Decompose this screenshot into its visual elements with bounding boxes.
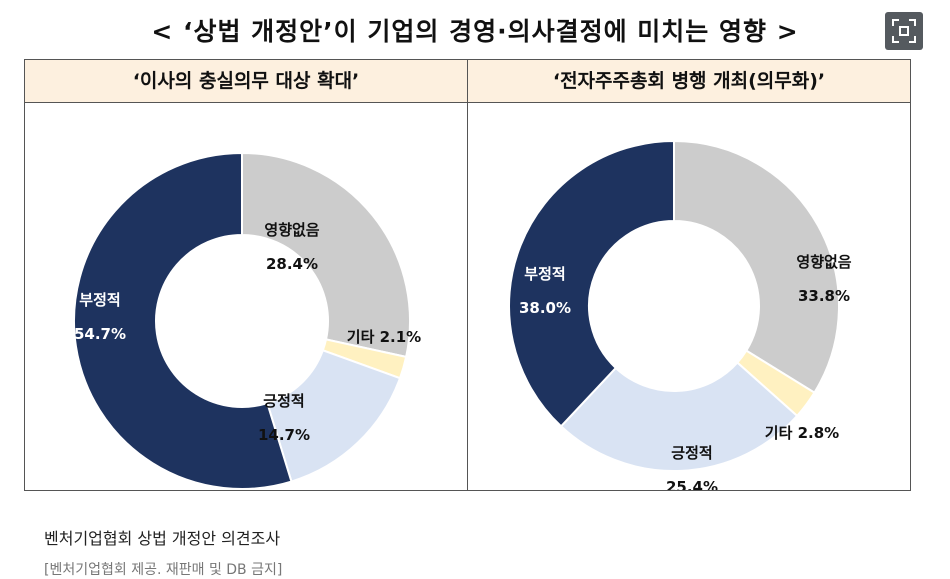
- credit: [벤처기업협회 제공. 재판매 및 DB 금지]: [44, 562, 283, 578]
- label-negative: 부정적: [524, 265, 565, 283]
- chart-title: < ‘상법 개정안’이 기업의 경영·의사결정에 미치는 영향 >: [151, 17, 799, 46]
- chart-panel-left: ‘이사의 충실의무 대상 확대’ 영향없음 28.4% 기타 2.1% 긍정적 14.7…: [24, 59, 468, 491]
- label-negative: 부정적: [79, 291, 120, 309]
- donut-chart-right: 영향없음 33.8% 기타 2.8% 긍정적 25.4% 부정적 38.0%: [508, 139, 852, 490]
- expand-button[interactable]: [885, 12, 923, 50]
- label-other: 기타 2.1%: [347, 328, 421, 346]
- slice-no-effect: [241, 151, 411, 359]
- value-positive: 25.4%: [666, 478, 718, 490]
- value-no-effect: 33.8%: [798, 287, 850, 305]
- caption: 벤처기업협회 상법 개정안 의견조사: [44, 529, 281, 548]
- panel-title-right: ‘전자주주총회 병행 개최(의무화)’: [468, 60, 910, 103]
- label-no-effect: 영향없음: [264, 221, 319, 239]
- chart-panel-right: ‘전자주주총회 병행 개최(의무화)’ 영향없음 33.8% 기타 2.8% 긍정적 2…: [467, 59, 911, 491]
- label-positive: 긍정적: [671, 444, 712, 462]
- slice-negative: [73, 151, 293, 490]
- value-negative: 38.0%: [519, 299, 571, 317]
- slice-positive: [266, 349, 402, 483]
- donut-chart-left: 영향없음 28.4% 기타 2.1% 긍정적 14.7% 부정적 54.7%: [73, 151, 421, 490]
- label-no-effect: 영향없음: [796, 253, 851, 271]
- value-no-effect: 28.4%: [266, 255, 318, 273]
- panel-title-left: ‘이사의 충실의무 대상 확대’: [25, 60, 467, 103]
- value-negative: 54.7%: [74, 325, 126, 343]
- expand-icon: [892, 19, 916, 43]
- label-positive: 긍정적: [263, 392, 304, 410]
- label-other: 기타 2.8%: [765, 424, 839, 442]
- slice-negative: [508, 139, 675, 428]
- value-positive: 14.7%: [258, 426, 310, 444]
- slice-positive: [559, 361, 799, 472]
- slice-no-effect: [673, 139, 840, 395]
